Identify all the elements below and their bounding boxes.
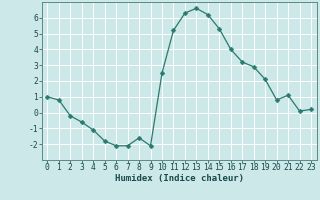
X-axis label: Humidex (Indice chaleur): Humidex (Indice chaleur) bbox=[115, 174, 244, 183]
